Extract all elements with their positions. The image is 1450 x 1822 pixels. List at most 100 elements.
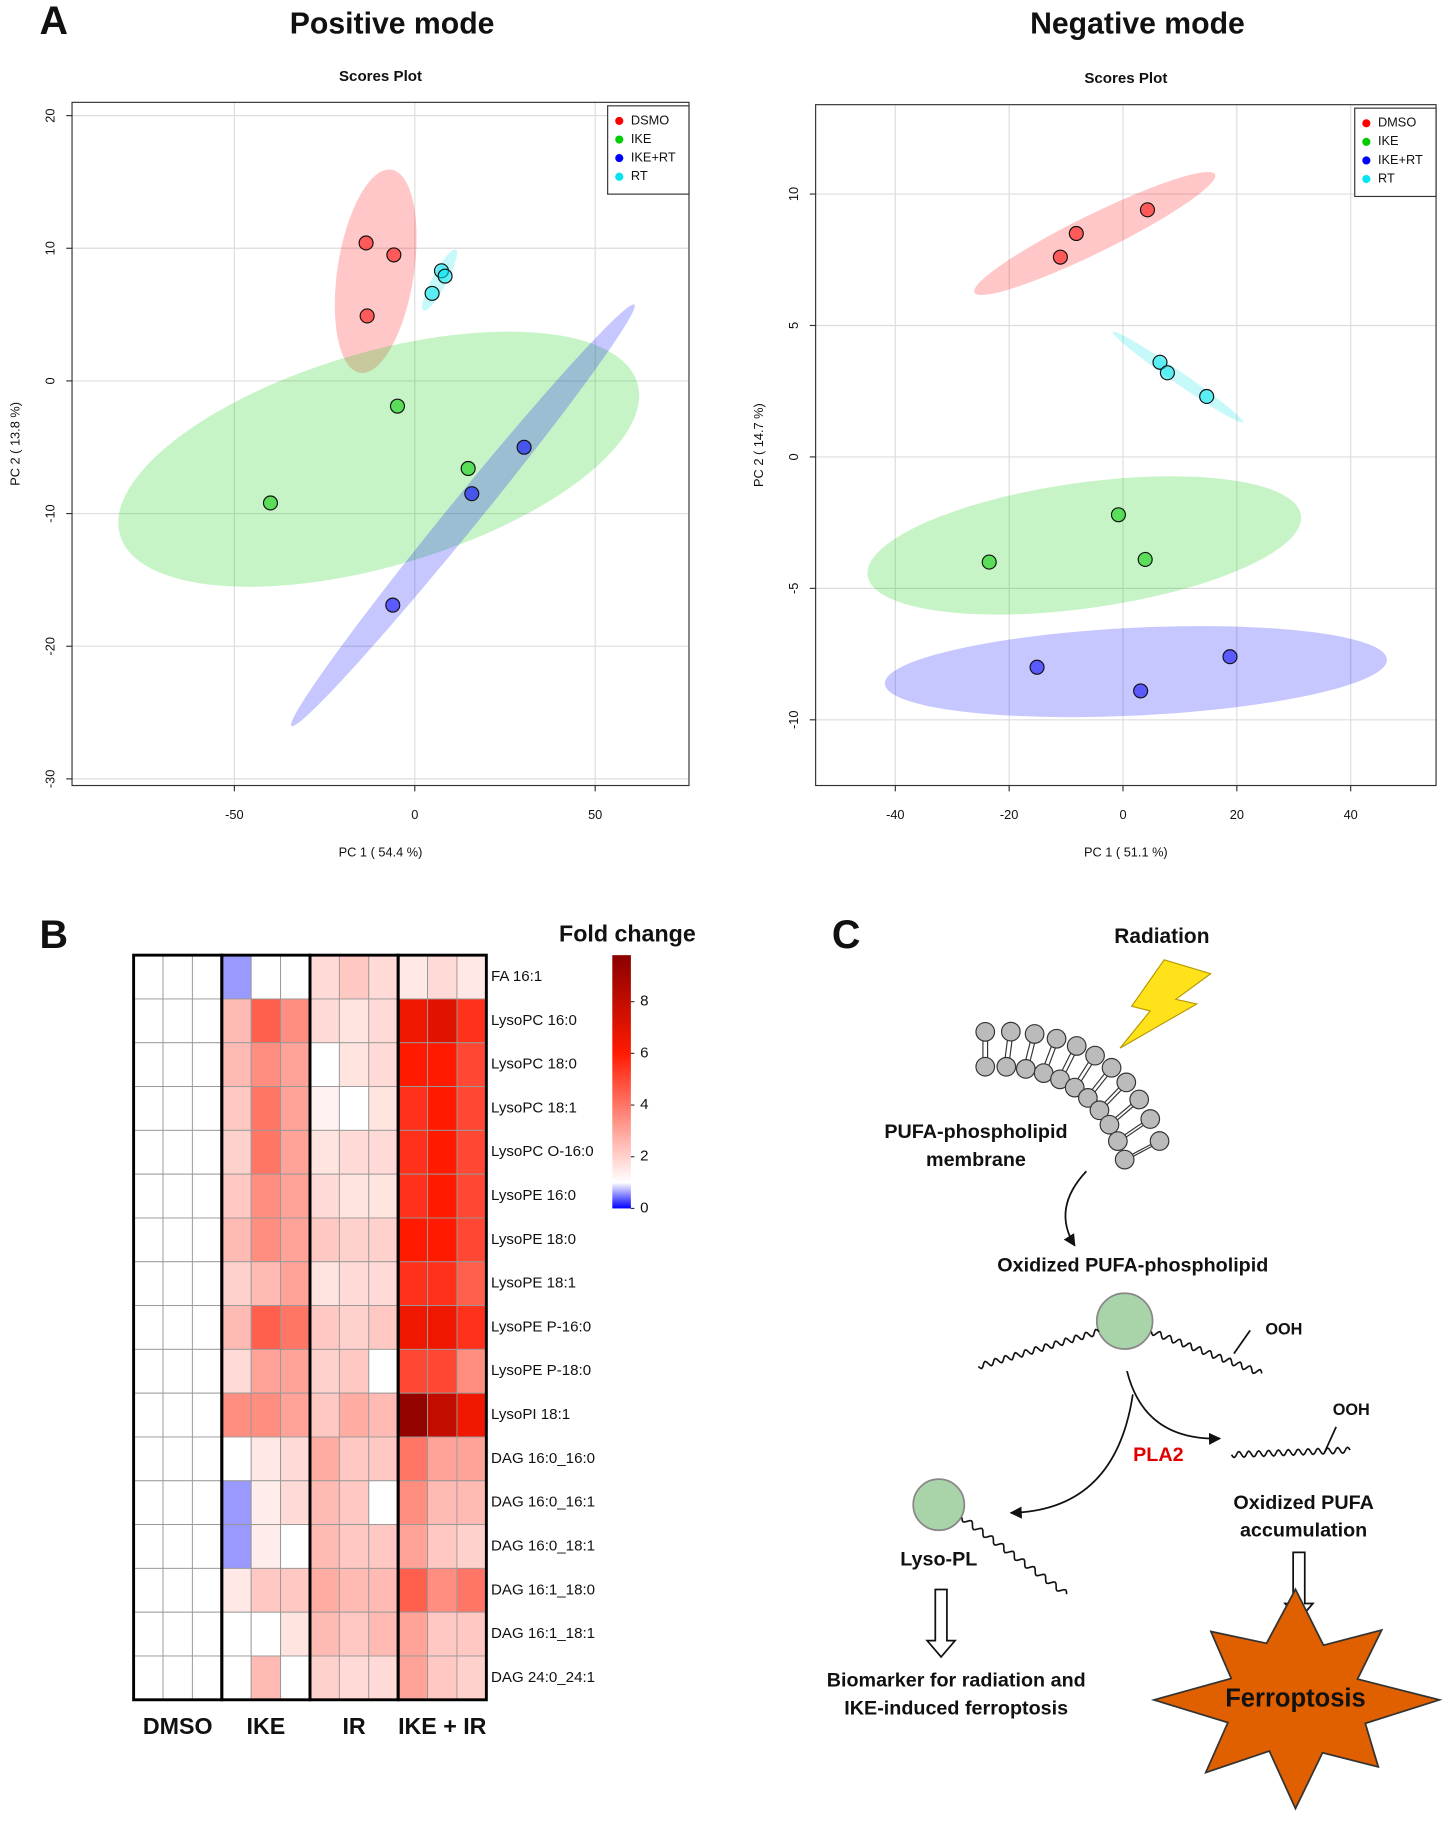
heat-cell — [280, 1567, 311, 1613]
label: membrane — [926, 1149, 1026, 1171]
x-tick-label: 50 — [588, 807, 602, 822]
heat-cell — [162, 998, 193, 1044]
heat-cell — [397, 998, 429, 1044]
heat-cell — [133, 1436, 164, 1482]
heat-cell — [221, 1305, 252, 1350]
heat-cell — [309, 1305, 340, 1350]
heat-cell — [162, 1436, 193, 1482]
heat-cell — [427, 1217, 458, 1263]
legend-swatch — [615, 172, 624, 181]
label: Radiation — [1114, 925, 1209, 948]
heat-cell — [133, 998, 164, 1044]
heat-cell — [162, 1217, 193, 1263]
chart-heading: Positive mode — [290, 8, 495, 41]
x-axis-label: PC 1 ( 54.4 %) — [339, 844, 423, 859]
heat-cell — [162, 1042, 193, 1088]
heat-cell — [280, 1261, 311, 1307]
lipid-head — [1101, 1057, 1122, 1078]
x-tick-label: -20 — [1000, 807, 1018, 822]
data-point — [1199, 388, 1215, 405]
lipid-head — [1050, 1069, 1070, 1090]
data-point — [359, 308, 375, 324]
heat-cell — [280, 1217, 311, 1263]
heat-cell — [456, 1042, 487, 1088]
heat-cell — [427, 1611, 458, 1657]
heat-cell — [221, 1086, 252, 1131]
heat-cell — [397, 1086, 429, 1131]
heat-cell — [250, 1348, 282, 1394]
heat-cell — [191, 1129, 223, 1175]
heat-cell — [427, 1129, 458, 1175]
legend-label: DSMO — [631, 112, 669, 127]
heat-cell — [191, 1217, 223, 1263]
heat-cell — [133, 1480, 164, 1526]
heat-cell — [250, 1436, 282, 1482]
data-point — [385, 597, 401, 613]
heat-cell — [133, 1086, 164, 1131]
heat-cell — [456, 1129, 487, 1175]
confidence-ellipse — [334, 169, 417, 374]
enzyme-label: PLA2 — [1133, 1444, 1184, 1466]
heat-cell — [309, 1348, 340, 1394]
x-tick-label: 20 — [1230, 807, 1244, 822]
heat-cell — [221, 1436, 252, 1482]
colorbar-tick-label: 4 — [640, 1096, 648, 1113]
fatty-acid-chain — [961, 1517, 1068, 1595]
heat-cell — [191, 1042, 223, 1088]
heat-cell — [397, 1305, 429, 1350]
heat-cell — [191, 1567, 223, 1613]
heat-cell — [250, 1480, 282, 1526]
heat-cell — [338, 1567, 370, 1613]
data-point — [1052, 249, 1068, 265]
heat-cell — [221, 1567, 252, 1613]
data-point — [437, 268, 453, 284]
heat-cell — [221, 1042, 252, 1088]
data-point — [1029, 659, 1045, 675]
label: IKE-induced ferroptosis — [844, 1697, 1068, 1719]
heat-cell — [456, 1611, 487, 1657]
heat-cell — [221, 1261, 252, 1307]
heat-cell — [191, 1524, 223, 1569]
heat-cell — [368, 1392, 399, 1438]
panel-label: A — [40, 0, 69, 43]
row-label: DAG 16:0_18:1 — [491, 1537, 595, 1554]
heat-cell — [250, 1655, 282, 1701]
heat-cell — [309, 1042, 340, 1088]
lipid-head — [1089, 1100, 1110, 1121]
heat-cell — [221, 1129, 252, 1175]
label: Oxidized PUFA — [1233, 1492, 1373, 1514]
y-tick-label: -30 — [42, 770, 57, 788]
heat-cell — [250, 1086, 282, 1131]
y-tick-label: 0 — [786, 453, 801, 460]
legend-label: RT — [1378, 170, 1395, 185]
lipid-head — [1046, 1028, 1067, 1049]
heat-cell — [162, 954, 193, 1000]
confidence-ellipse — [974, 171, 1216, 295]
heat-cell — [280, 1436, 311, 1482]
fatty-acid-chain — [977, 1328, 1100, 1370]
heat-cell — [368, 1655, 399, 1701]
data-point — [1068, 225, 1084, 242]
lipid-head — [1000, 1021, 1021, 1042]
heat-cell — [133, 1261, 164, 1307]
heat-cell — [162, 1173, 193, 1219]
row-label: LysoPC O-16:0 — [491, 1143, 594, 1160]
heat-cell — [456, 1305, 487, 1350]
arrow — [1063, 1170, 1087, 1247]
row-label: LysoPE 18:1 — [491, 1275, 576, 1292]
heat-cell — [397, 1655, 429, 1701]
plot-frame — [815, 104, 1437, 787]
heat-cell — [280, 1129, 311, 1175]
heat-cell — [250, 1042, 282, 1088]
x-tick-label: 0 — [411, 807, 418, 822]
row-label: LysoPC 18:0 — [491, 1056, 577, 1073]
heat-cell — [280, 1392, 311, 1438]
plot-frame — [71, 101, 690, 787]
legend-swatch — [1362, 137, 1371, 146]
y-tick-label: -10 — [42, 504, 57, 522]
heat-cell — [427, 1348, 458, 1394]
heat-cell — [456, 1436, 487, 1482]
heat-cell — [309, 1480, 340, 1526]
row-label: FA 16:1 — [491, 968, 542, 985]
